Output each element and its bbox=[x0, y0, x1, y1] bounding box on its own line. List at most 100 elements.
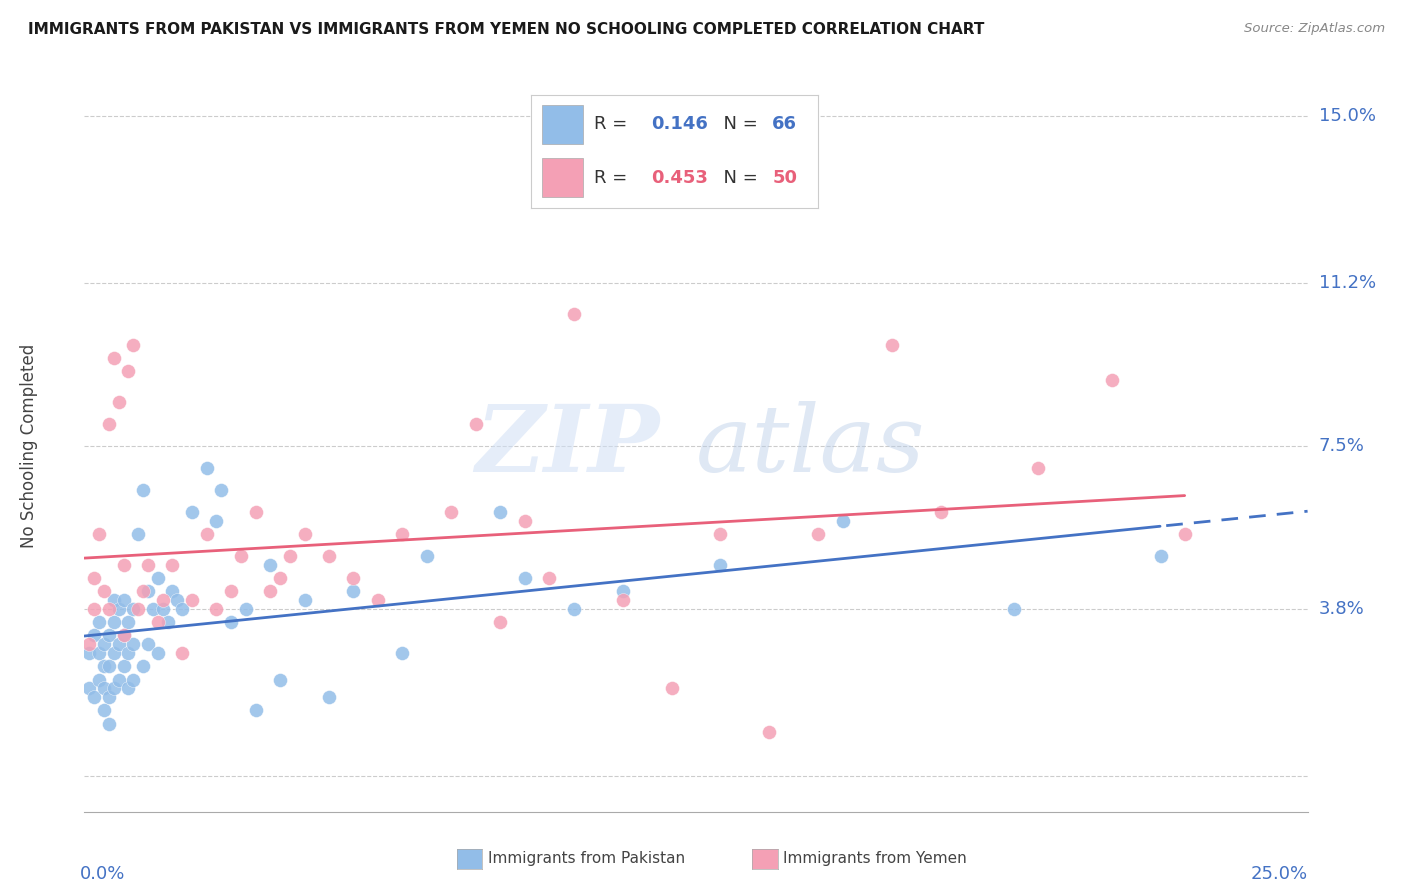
Point bbox=[245, 703, 267, 717]
Point bbox=[112, 558, 135, 572]
Point bbox=[259, 558, 281, 572]
Point bbox=[318, 549, 340, 563]
Point bbox=[259, 584, 281, 599]
Point bbox=[294, 527, 316, 541]
Point bbox=[152, 602, 174, 616]
Point bbox=[513, 571, 536, 585]
Point bbox=[97, 628, 120, 642]
Point bbox=[929, 505, 952, 519]
Point bbox=[77, 646, 100, 660]
Text: IMMIGRANTS FROM PAKISTAN VS IMMIGRANTS FROM YEMEN NO SCHOOLING COMPLETED CORRELA: IMMIGRANTS FROM PAKISTAN VS IMMIGRANTS F… bbox=[28, 22, 984, 37]
Point bbox=[107, 395, 129, 409]
Point bbox=[1028, 461, 1050, 475]
Point bbox=[391, 527, 413, 541]
Point bbox=[107, 673, 129, 687]
Point bbox=[103, 681, 125, 696]
Point bbox=[245, 505, 267, 519]
Point bbox=[146, 615, 169, 630]
Point bbox=[83, 571, 105, 585]
Point bbox=[152, 593, 174, 607]
Point bbox=[181, 505, 204, 519]
Point bbox=[87, 527, 110, 541]
Point bbox=[391, 646, 413, 660]
Point bbox=[318, 690, 340, 705]
Point bbox=[269, 673, 291, 687]
Point bbox=[513, 514, 536, 528]
Point bbox=[1101, 373, 1123, 387]
Point bbox=[831, 514, 853, 528]
Point bbox=[538, 571, 561, 585]
Point bbox=[342, 571, 364, 585]
Point bbox=[103, 646, 125, 660]
Point bbox=[136, 584, 159, 599]
Text: Source: ZipAtlas.com: Source: ZipAtlas.com bbox=[1244, 22, 1385, 36]
Point bbox=[97, 602, 120, 616]
Point bbox=[166, 593, 188, 607]
Point bbox=[162, 558, 184, 572]
Point bbox=[612, 584, 634, 599]
Point bbox=[709, 527, 731, 541]
Point bbox=[136, 637, 159, 651]
Text: 0.0%: 0.0% bbox=[80, 864, 125, 882]
Point bbox=[229, 549, 252, 563]
Point bbox=[172, 646, 194, 660]
Point bbox=[146, 571, 169, 585]
Point bbox=[146, 646, 169, 660]
Point bbox=[127, 602, 149, 616]
Point bbox=[97, 716, 120, 731]
Point bbox=[269, 571, 291, 585]
Point bbox=[562, 307, 585, 321]
Point bbox=[83, 628, 105, 642]
Point bbox=[117, 615, 139, 630]
Point bbox=[122, 637, 145, 651]
Point bbox=[181, 593, 204, 607]
Point bbox=[87, 646, 110, 660]
Point bbox=[117, 646, 139, 660]
Point bbox=[612, 593, 634, 607]
Point bbox=[93, 681, 115, 696]
Point bbox=[77, 637, 100, 651]
Point bbox=[195, 461, 218, 475]
Point bbox=[235, 602, 257, 616]
Point bbox=[132, 659, 155, 673]
Point bbox=[172, 602, 194, 616]
Point bbox=[93, 659, 115, 673]
Point bbox=[93, 637, 115, 651]
Point bbox=[93, 703, 115, 717]
Point bbox=[1002, 602, 1025, 616]
Point bbox=[205, 514, 228, 528]
Point bbox=[205, 602, 228, 616]
Text: 25.0%: 25.0% bbox=[1250, 864, 1308, 882]
Point bbox=[342, 584, 364, 599]
Text: ZIP: ZIP bbox=[475, 401, 659, 491]
Point bbox=[1174, 527, 1197, 541]
Point bbox=[440, 505, 463, 519]
Text: No Schooling Completed: No Schooling Completed bbox=[20, 344, 38, 548]
Point bbox=[87, 673, 110, 687]
Point bbox=[122, 602, 145, 616]
Point bbox=[83, 602, 105, 616]
Point bbox=[93, 584, 115, 599]
Text: Immigrants from Yemen: Immigrants from Yemen bbox=[783, 852, 967, 866]
Point bbox=[278, 549, 301, 563]
Text: 15.0%: 15.0% bbox=[1319, 106, 1375, 125]
Point bbox=[127, 527, 149, 541]
Point bbox=[367, 593, 389, 607]
Point bbox=[112, 628, 135, 642]
Point bbox=[107, 637, 129, 651]
Point bbox=[103, 351, 125, 365]
Point bbox=[195, 527, 218, 541]
Point bbox=[758, 725, 780, 739]
Point bbox=[107, 602, 129, 616]
Point bbox=[132, 483, 155, 497]
Point bbox=[1150, 549, 1173, 563]
Point bbox=[209, 483, 232, 497]
Point bbox=[117, 364, 139, 378]
Text: 11.2%: 11.2% bbox=[1319, 274, 1376, 292]
Point bbox=[294, 593, 316, 607]
Point bbox=[103, 615, 125, 630]
Point bbox=[880, 337, 903, 351]
Point bbox=[112, 659, 135, 673]
Point bbox=[162, 584, 184, 599]
Point bbox=[156, 615, 179, 630]
